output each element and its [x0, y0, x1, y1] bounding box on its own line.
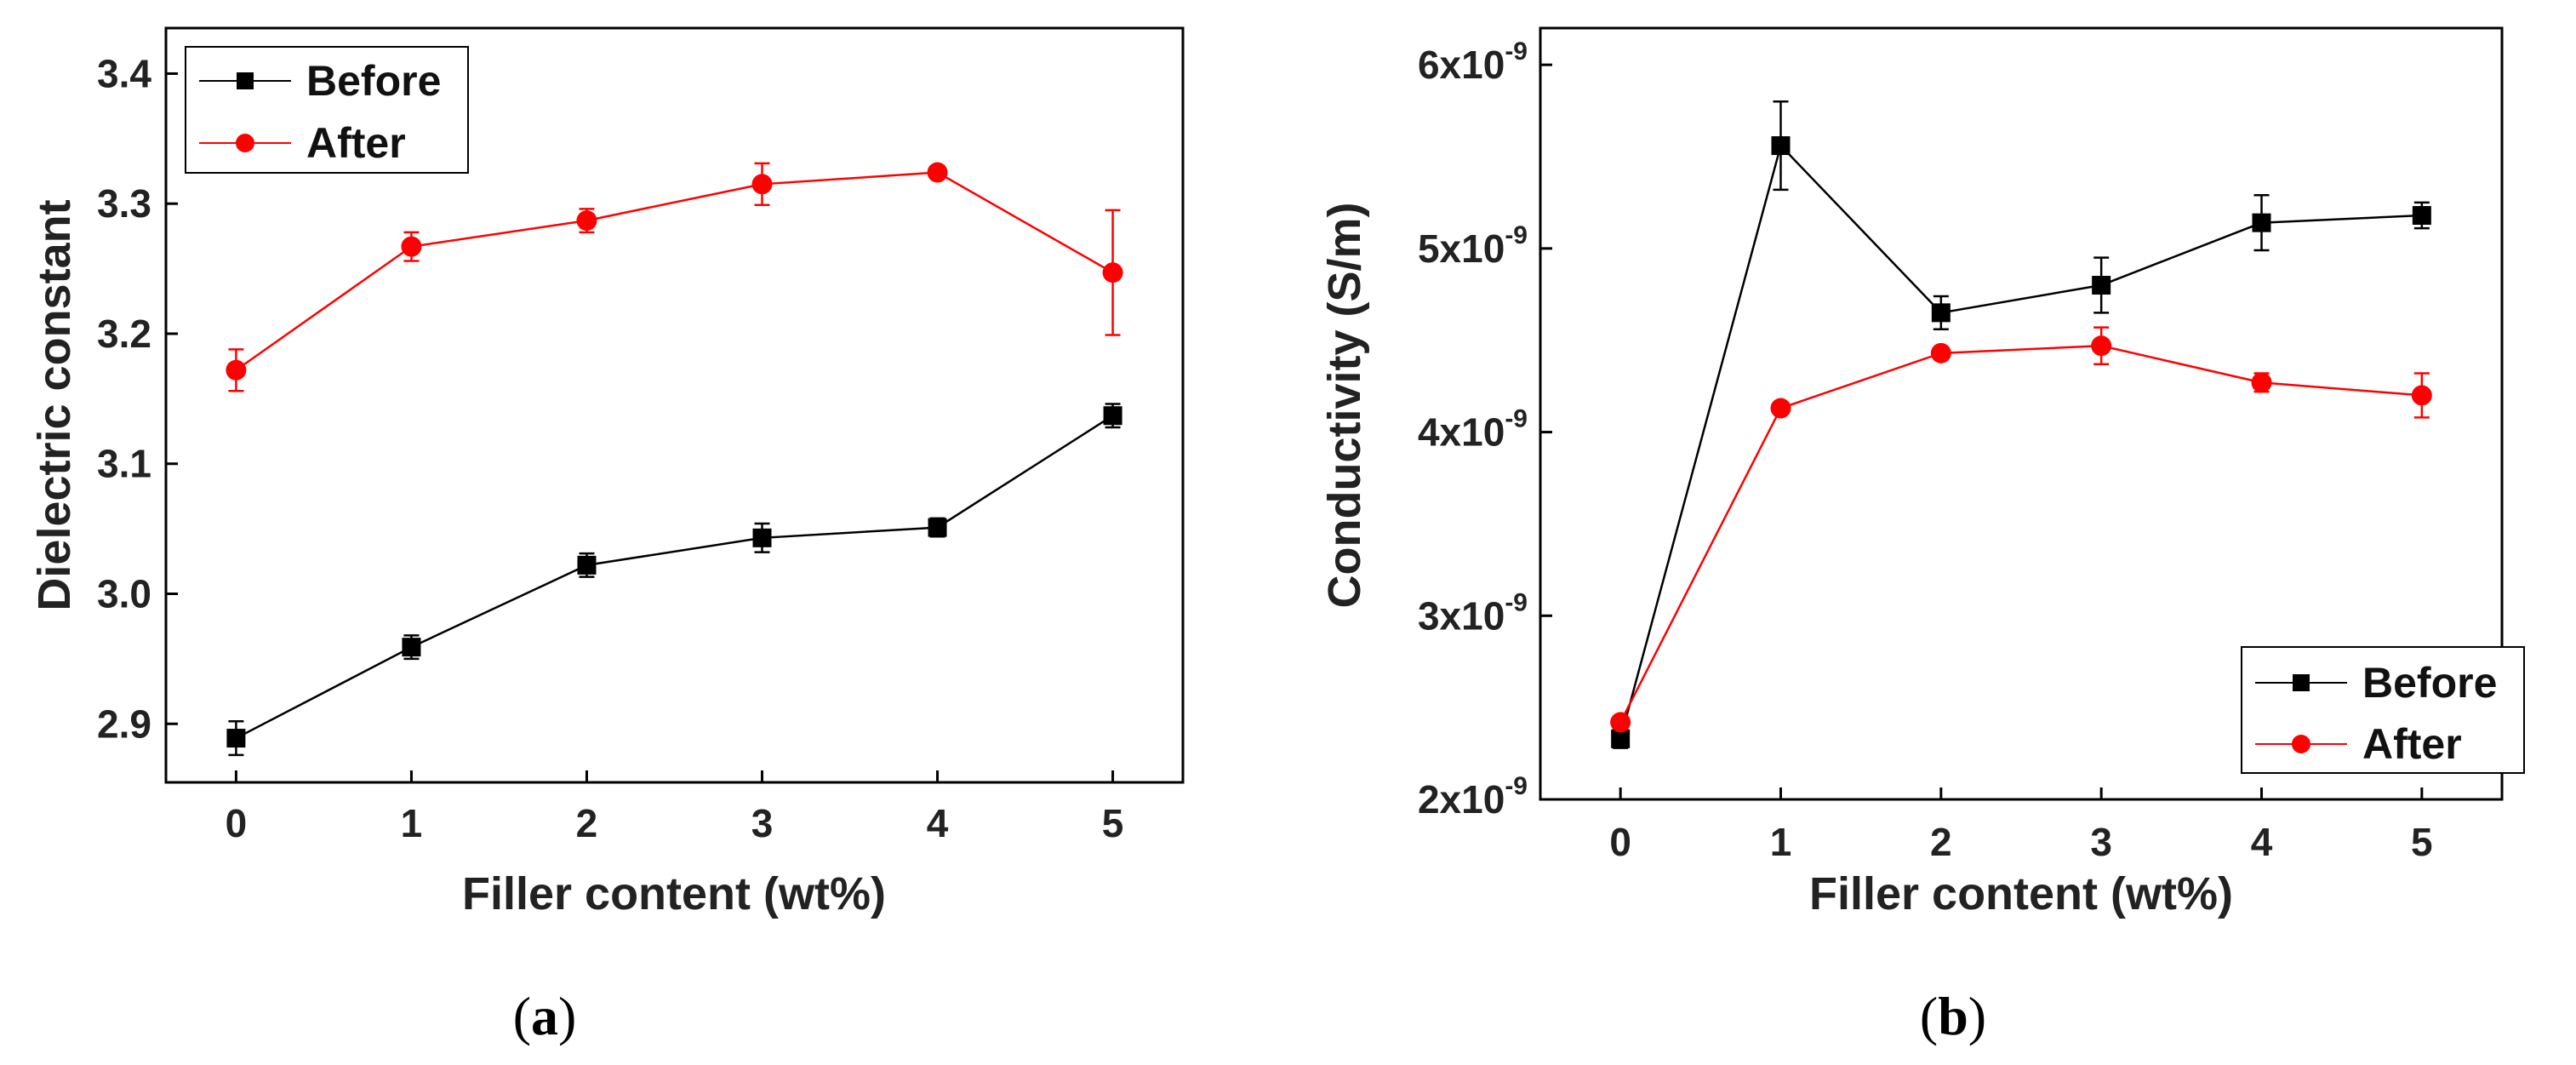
- x-axis-title-a: Filler content (wt%): [462, 868, 886, 919]
- legend-after-label: After: [2362, 720, 2462, 768]
- x-tick-label: 3: [2090, 820, 2112, 864]
- before-data-point: [2412, 206, 2431, 226]
- panel-label-letter: b: [1938, 986, 1968, 1046]
- after-data-point: [927, 162, 948, 183]
- legend-after-marker: [236, 134, 254, 152]
- legend-after-label: After: [306, 119, 406, 167]
- panel-label-close: ): [1968, 986, 1986, 1046]
- after-data-point: [1770, 398, 1791, 419]
- panel-label-a: (a): [513, 986, 577, 1046]
- data-markers-b: [1610, 136, 2432, 748]
- panel-label-close: ): [558, 986, 576, 1046]
- panel-a: 2.9 3.0 3.1 3.2 3.3 3.4 0 1 2 3 4 5 Fill…: [29, 26, 1185, 1046]
- before-data-point: [577, 555, 597, 575]
- after-series-line: [235, 171, 1114, 371]
- after-data-point: [2411, 385, 2432, 406]
- y-tick-label: 2x10-9: [1418, 772, 1528, 822]
- y-tick-mantissa: 4x10: [1418, 410, 1505, 455]
- x-tick-label: 1: [401, 801, 423, 845]
- y-tick-exponent: -9: [1505, 405, 1528, 433]
- y-tick-label: 5x10-9: [1418, 221, 1528, 271]
- panel-label-open: (: [513, 986, 531, 1046]
- y-tick-mantissa: 6x10: [1418, 43, 1505, 87]
- x-tick-label: 5: [1102, 801, 1124, 845]
- y-tick-label: 3.4: [97, 51, 151, 95]
- after-data-point: [1610, 712, 1631, 733]
- x-axis-title-b: Filler content (wt%): [1809, 868, 2233, 919]
- before-data-point: [1931, 303, 1951, 323]
- legend-after-marker: [2292, 735, 2310, 753]
- before-data-point: [928, 518, 947, 537]
- legend-b: Before After: [2241, 646, 2525, 774]
- before-data-point: [2252, 213, 2271, 232]
- legend-a: Before After: [185, 46, 469, 174]
- legend-before-marker: [2293, 674, 2310, 691]
- after-data-point: [576, 210, 597, 232]
- x-tick-label: 0: [1609, 820, 1631, 864]
- y-tick-label: 3.0: [97, 572, 151, 616]
- x-tick-label: 4: [2251, 820, 2273, 864]
- before-data-point: [2092, 276, 2111, 295]
- y-tick-label: 3x10-9: [1418, 588, 1528, 638]
- legend-before-marker: [237, 72, 254, 89]
- y-tick-label: 2.9: [97, 701, 151, 746]
- tick-marks-a: [166, 72, 1115, 782]
- y-tick-label: 6x10-9: [1418, 37, 1528, 87]
- legend-before-label: Before: [2362, 659, 2497, 707]
- y-tick-label: 3.2: [97, 312, 151, 356]
- series-lines-a: [235, 171, 1114, 740]
- data-markers-a: [226, 162, 1123, 748]
- before-data-point: [752, 528, 772, 547]
- before-data-point: [402, 638, 421, 657]
- before-series-line: [1619, 143, 2422, 740]
- legend-box-b: [2241, 646, 2525, 774]
- x-tick-label: 0: [226, 801, 248, 845]
- series-lines-b: [1619, 143, 2422, 740]
- legend-before-label: Before: [306, 57, 441, 105]
- x-tick-label: 5: [2411, 820, 2433, 864]
- y-tick-label: 4x10-9: [1418, 405, 1528, 455]
- y-tick-exponent: -9: [1505, 221, 1528, 249]
- after-data-point: [2251, 372, 2272, 393]
- after-data-point: [401, 236, 422, 257]
- y-tick-exponent: -9: [1505, 588, 1528, 616]
- y-axis-title-a: Dielectric constant: [29, 199, 80, 610]
- y-tick-exponent: -9: [1505, 37, 1528, 66]
- before-series-line: [235, 415, 1114, 740]
- x-tick-label: 2: [576, 801, 598, 845]
- after-series-line: [1619, 344, 2422, 723]
- x-tick-label: 1: [1770, 820, 1792, 864]
- before-data-point: [1771, 136, 1791, 156]
- x-tick-label: 2: [1930, 820, 1952, 864]
- before-data-point: [1611, 729, 1631, 748]
- after-data-point: [2091, 335, 2112, 357]
- y-axis-title-b: Conductivity (S/m): [1319, 202, 1370, 608]
- panel-label-open: (: [1920, 986, 1938, 1046]
- tick-marks-b: [1540, 63, 2424, 801]
- legend-box-a: [185, 46, 469, 174]
- y-tick-mantissa: 3x10: [1418, 593, 1505, 638]
- before-data-point: [226, 729, 246, 748]
- before-data-point: [1103, 406, 1122, 426]
- after-data-point: [1102, 262, 1123, 283]
- y-tick-label: 3.3: [97, 181, 151, 226]
- y-tick-label: 3.1: [97, 442, 151, 486]
- y-tick-mantissa: 5x10: [1418, 226, 1505, 271]
- panel-label-b: (b): [1920, 986, 1986, 1046]
- y-tick-mantissa: 2x10: [1418, 777, 1505, 822]
- x-tick-label: 3: [751, 801, 774, 845]
- plot-frame-b: [1539, 26, 2504, 801]
- y-tick-exponent: -9: [1505, 772, 1528, 800]
- after-data-point: [226, 359, 247, 381]
- after-data-point: [1930, 342, 1951, 364]
- after-data-point: [751, 174, 773, 195]
- error-bars-a: [228, 162, 1121, 757]
- plot-frame-a: [164, 26, 1185, 784]
- x-tick-label: 4: [927, 801, 949, 845]
- panel-label-letter: a: [531, 986, 558, 1046]
- panel-b: 2x10-9 3x10-9 4x10-9 5x10-9 6x10-9 0 1 2…: [1319, 26, 2525, 1046]
